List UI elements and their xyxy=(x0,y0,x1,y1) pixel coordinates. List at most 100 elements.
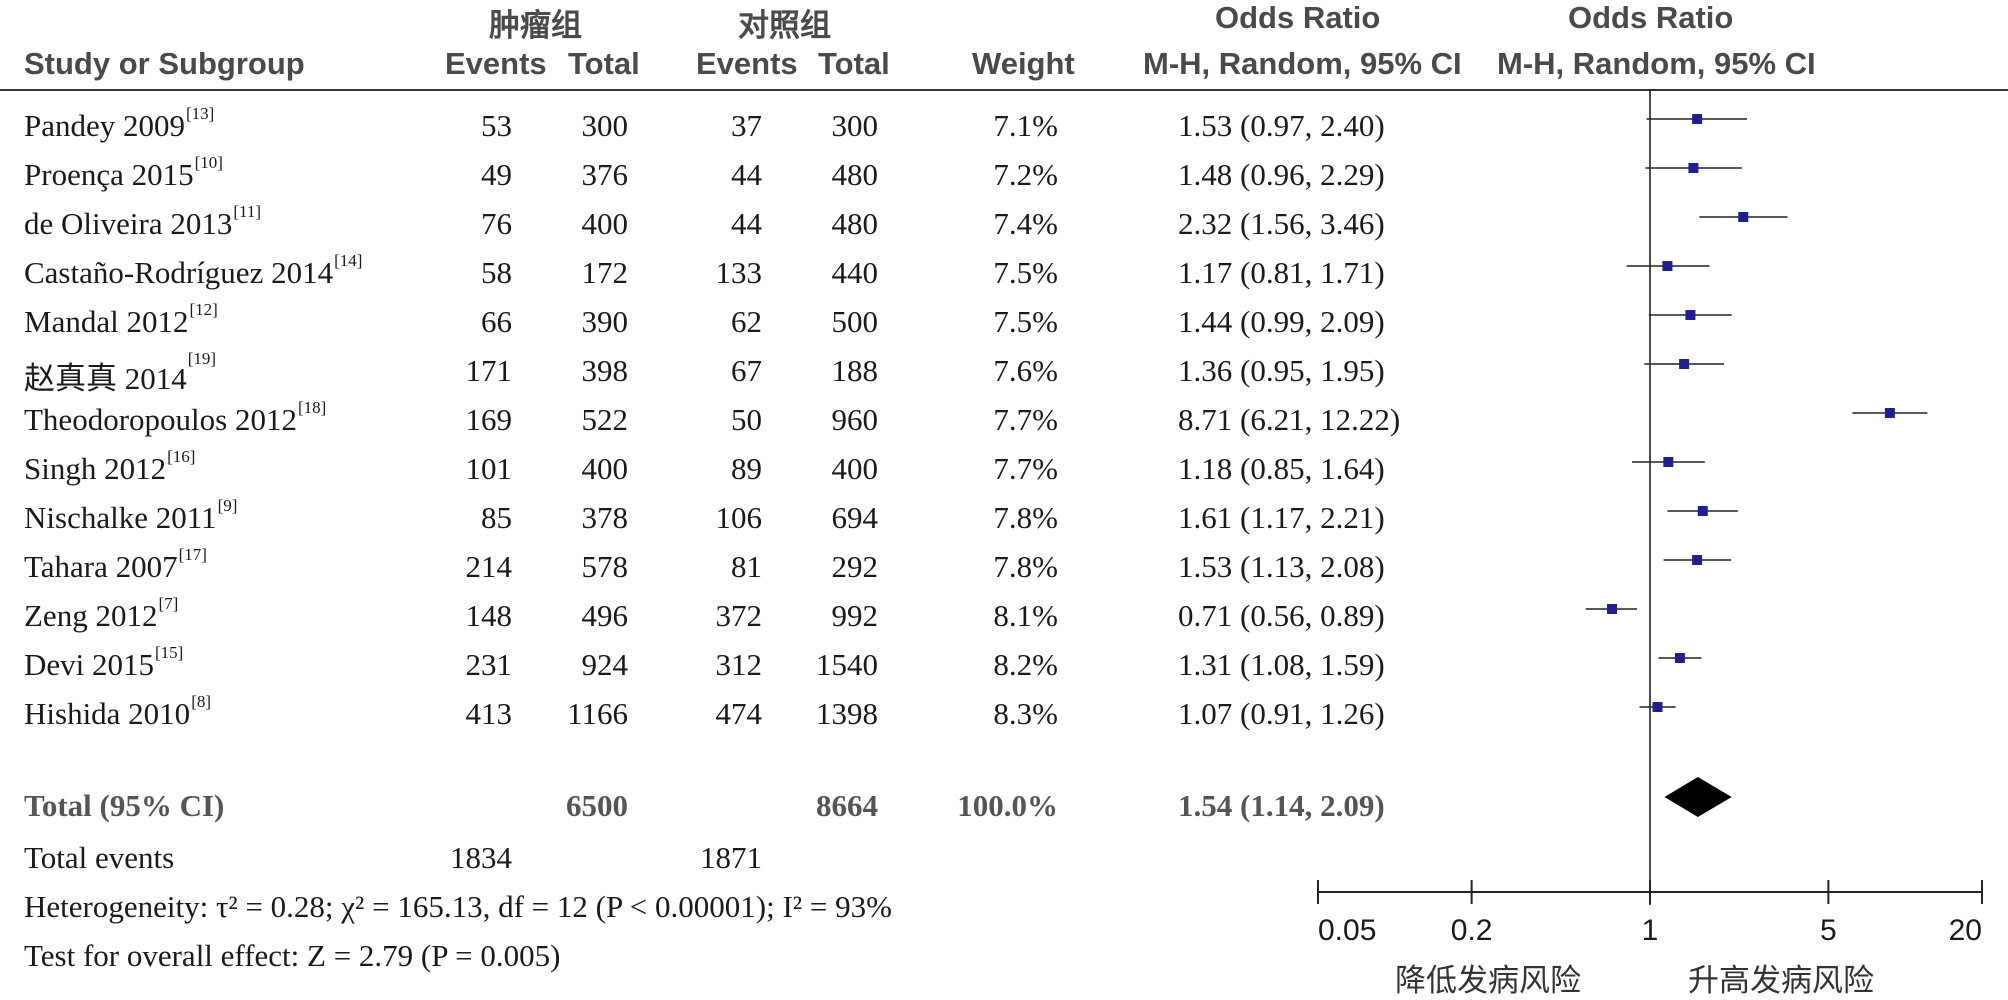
study-name: Singh 2012[16] xyxy=(24,447,196,486)
study-name: Mandal 2012[12] xyxy=(24,300,218,339)
tumor-events: 214 xyxy=(465,549,513,584)
total-tumor: 6500 xyxy=(566,788,628,823)
tumor-total: 172 xyxy=(581,255,629,290)
study-odds-ratio: 1.36 (0.95, 1.95) xyxy=(1178,353,1385,388)
control-events: 37 xyxy=(731,108,762,143)
tumor-events: 58 xyxy=(481,255,512,290)
study-weight: 7.6% xyxy=(993,353,1058,388)
tumor-group-header: 肿瘤组 xyxy=(489,8,582,43)
study-weight: 7.8% xyxy=(993,500,1058,535)
study-weight: 7.4% xyxy=(993,206,1058,241)
total-events-label: Total events xyxy=(24,840,175,875)
tumor-total: 398 xyxy=(581,353,629,388)
control-events: 67 xyxy=(731,353,762,388)
effect-marker xyxy=(1685,310,1696,320)
tumor-total: 390 xyxy=(581,304,629,339)
study-odds-ratio: 1.44 (0.99, 2.09) xyxy=(1178,304,1385,339)
control-events: 372 xyxy=(715,598,763,633)
effect-marker xyxy=(1692,114,1703,124)
control-events: 50 xyxy=(731,402,762,437)
effect-marker xyxy=(1884,408,1895,418)
study-weight: 8.3% xyxy=(993,696,1058,731)
tumor-total: 924 xyxy=(581,647,629,682)
control-total: 500 xyxy=(831,304,879,339)
tumor-total: 400 xyxy=(581,451,629,486)
study-name: Tahara 2007[17] xyxy=(24,545,207,584)
study-name: Proença 2015[10] xyxy=(24,153,223,192)
tumor-events: 49 xyxy=(481,157,512,192)
study-odds-ratio: 0.71 (0.56, 0.89) xyxy=(1178,598,1385,633)
control-events: 133 xyxy=(715,255,763,290)
overall-effect-test: Test for overall effect: Z = 2.79 (P = 0… xyxy=(24,938,561,973)
tumor-total: 376 xyxy=(581,157,629,192)
control-total: 960 xyxy=(831,402,879,437)
control-events: 62 xyxy=(731,304,762,339)
effect-marker xyxy=(1663,457,1674,467)
control-group-header: 对照组 xyxy=(738,8,831,43)
study-weight: 7.1% xyxy=(993,108,1058,143)
study-name: Nischalke 2011[9] xyxy=(24,496,238,535)
study-weight: 7.5% xyxy=(993,255,1058,290)
favours-lower-label: 降低发病风险 xyxy=(1395,963,1581,999)
study-weight: 8.1% xyxy=(993,598,1058,633)
x-tick-label: 1 xyxy=(1642,914,1659,947)
x-tick-label: 0.2 xyxy=(1451,914,1493,947)
study-name: Theodoropoulos 2012[18] xyxy=(24,398,327,437)
effect-marker xyxy=(1607,604,1618,614)
study-weight: 7.2% xyxy=(993,157,1058,192)
total-label: Total (95% CI) xyxy=(24,788,225,823)
effect-marker xyxy=(1688,163,1699,173)
control-total: 440 xyxy=(831,255,879,290)
tumor-total: 300 xyxy=(581,108,629,143)
control-total: 188 xyxy=(831,353,879,388)
study-odds-ratio: 1.48 (0.96, 2.29) xyxy=(1178,157,1385,192)
x-tick-label: 0.05 xyxy=(1318,914,1376,947)
total-events-control: 1871 xyxy=(700,840,762,875)
odds-ratio-header-plot: Odds Ratio xyxy=(1568,0,1734,35)
control-events: 312 xyxy=(715,647,763,682)
control-events: 106 xyxy=(715,500,763,535)
study-name: Hishida 2010[8] xyxy=(24,692,212,731)
total-events-tumor: 1834 xyxy=(450,840,512,875)
events-header-control: Events xyxy=(696,46,798,81)
control-total: 992 xyxy=(831,598,879,633)
study-name: Castaño-Rodríguez 2014[14] xyxy=(24,251,363,290)
tumor-total: 522 xyxy=(581,402,629,437)
tumor-events: 169 xyxy=(465,402,513,437)
control-total: 300 xyxy=(831,108,879,143)
study-column-header: Study or Subgroup xyxy=(24,46,305,81)
control-events: 44 xyxy=(731,206,762,241)
odds-ratio-header-table: Odds Ratio xyxy=(1215,0,1381,35)
effect-marker xyxy=(1674,653,1685,663)
study-odds-ratio: 1.61 (1.17, 2.21) xyxy=(1178,500,1385,535)
tumor-events: 76 xyxy=(481,206,512,241)
study-weight: 7.7% xyxy=(993,402,1058,437)
total-odds-ratio: 1.54 (1.14, 2.09) xyxy=(1178,788,1385,823)
tumor-events: 85 xyxy=(481,500,512,535)
control-total: 480 xyxy=(831,206,879,241)
effect-marker xyxy=(1697,506,1708,516)
tumor-events: 413 xyxy=(465,696,513,731)
method-header-table: M-H, Random, 95% CI xyxy=(1143,46,1462,81)
control-events: 81 xyxy=(731,549,762,584)
tumor-events: 53 xyxy=(481,108,512,143)
x-tick-label: 20 xyxy=(1949,914,1982,947)
effect-marker xyxy=(1662,261,1673,271)
study-weight: 7.5% xyxy=(993,304,1058,339)
control-total: 694 xyxy=(831,500,879,535)
x-tick-label: 5 xyxy=(1820,914,1837,947)
effect-marker xyxy=(1652,702,1663,712)
total-control: 8664 xyxy=(816,788,878,823)
tumor-events: 171 xyxy=(465,353,513,388)
study-name: Devi 2015[15] xyxy=(24,643,184,682)
effect-marker xyxy=(1738,212,1749,222)
tumor-total: 578 xyxy=(581,549,629,584)
control-total: 292 xyxy=(831,549,879,584)
weight-header: Weight xyxy=(972,46,1075,81)
effect-marker xyxy=(1692,555,1703,565)
study-odds-ratio: 2.32 (1.56, 3.46) xyxy=(1178,206,1385,241)
method-header-plot: M-H, Random, 95% CI xyxy=(1497,46,1816,81)
study-odds-ratio: 8.71 (6.21, 12.22) xyxy=(1178,402,1401,437)
